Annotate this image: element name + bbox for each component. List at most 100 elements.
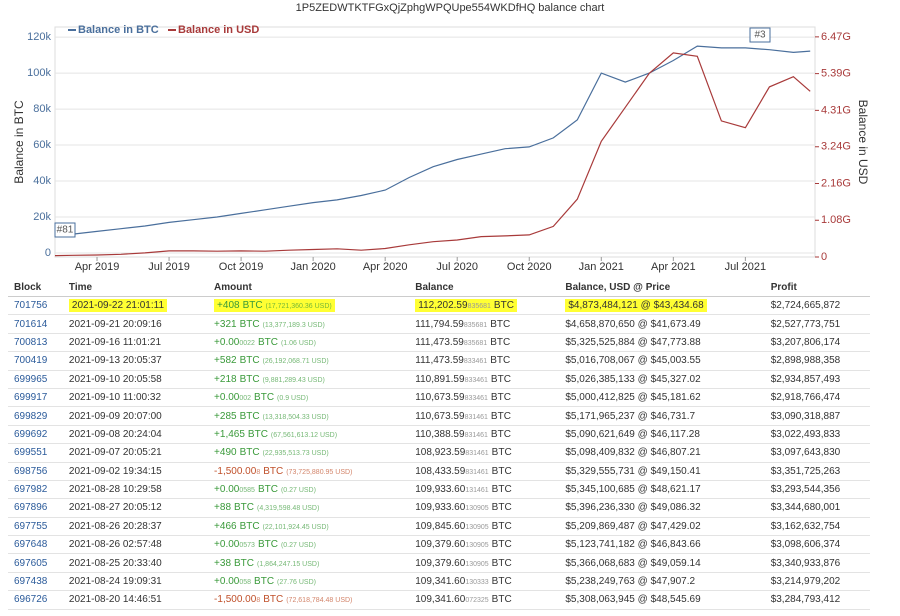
table-cell: +490 BTC (22,935,513.73 USD) [208, 443, 410, 463]
amount: +218 [214, 373, 237, 385]
table-cell: 109,933.60130905 BTC [409, 498, 560, 518]
table-cell: 699551 [8, 443, 63, 463]
table-cell: -1,500.008 BTC (72,618,784.48 USD) [208, 590, 410, 610]
y-tick-label: 100k [27, 67, 51, 79]
amount-usd: (22,935,513.73 USD) [262, 450, 329, 458]
balance-usd: $5,209,869,487 @ $47,429.02 [565, 520, 701, 532]
table-row: 697648 2021-08-26 02:57:48 +0.000573 BTC (0.… [8, 535, 870, 555]
table-cell: 701614 [8, 314, 63, 334]
balance: 108,923.59 [415, 447, 466, 459]
block-link: 701756 [14, 300, 48, 312]
block-link: 699829 [14, 410, 48, 422]
table-cell: $3,284,793,412 [764, 590, 870, 610]
x-tick-label: Apr 2021 [651, 261, 696, 273]
amount: +88 [214, 502, 232, 514]
amount-usd: (1.06 USD) [280, 339, 316, 347]
table-cell: +285 BTC (13,318,504.33 USD) [208, 406, 410, 426]
amount-unit: BTC [263, 465, 284, 477]
table-cell: $5,000,412,825 @ $45,181.62 [559, 388, 765, 408]
y-axis-label: Balance in BTC [12, 100, 26, 184]
amount: +0.00 [214, 539, 240, 551]
column-header: Profit [764, 278, 870, 297]
amount: -1,500.00 [214, 465, 257, 477]
amount: +582 [214, 355, 237, 367]
amount-usd: (73,725,880.95 USD) [286, 468, 353, 476]
profit: $2,527,773,751 [770, 318, 841, 330]
table-cell: 2021-09-09 20:07:00 [62, 406, 209, 426]
table-cell: 2021-09-10 11:00:32 [62, 388, 209, 408]
balance-usd: $5,123,741,182 @ $46,843.66 [565, 539, 701, 551]
amount-unit: BTC [257, 539, 278, 551]
block-link: 698756 [14, 465, 48, 477]
table-cell: $5,238,249,763 @ $47,907.2 [559, 572, 765, 592]
table-cell: 109,379.60130905 BTC [409, 553, 560, 573]
balance-usd: $5,329,555,731 @ $49,150.41 [565, 465, 701, 477]
profit: $3,344,680,001 [770, 502, 841, 514]
amount-unit: BTC [239, 520, 260, 532]
time: 2021-09-13 20:05:37 [68, 355, 162, 367]
table-cell: $5,308,063,945 @ $48,545.69 [559, 590, 765, 610]
balance-unit: BTC [491, 520, 512, 532]
profit: $3,340,933,876 [770, 557, 841, 569]
balance-digits: 130905 [465, 505, 489, 513]
amount: +0.00 [214, 576, 240, 588]
block-link: 699551 [14, 447, 48, 459]
table-cell: 697648 [8, 535, 63, 555]
balance-digits: 833461 [463, 358, 488, 366]
table-cell: $2,934,857,493 [764, 370, 870, 389]
profit: $3,097,643,830 [770, 447, 841, 459]
profit: $3,207,806,174 [770, 336, 841, 348]
table-cell: 108,433.59831461 BTC [409, 462, 560, 481]
table-cell: +466 BTC (22,101,924.45 USD) [208, 517, 410, 537]
highlight: 112,202.59835681 BTC [415, 299, 517, 313]
table-row: 697982 2021-08-28 10:29:58 +0.000585 BTC (0.… [8, 480, 870, 500]
amount: +321 [214, 318, 237, 330]
table-cell: 2021-08-26 02:57:48 [62, 535, 209, 555]
amount-usd: (0.9 USD) [277, 395, 309, 403]
table-row: 699692 2021-09-08 20:24:04 +1,465 BTC (67,56… [8, 425, 870, 445]
balance-usd: $4,873,484,121 @ $43,434.68 [568, 300, 704, 312]
balance: 109,933.60 [415, 502, 466, 514]
amount: +38 [214, 557, 232, 569]
table-cell: 700419 [8, 351, 63, 371]
profit: $3,090,318,887 [770, 410, 841, 422]
amount-usd: (13,318,504.33 USD) [262, 413, 329, 421]
block-link: 699917 [14, 392, 48, 404]
balance-digits: 130905 [465, 560, 489, 568]
balance-unit: BTC [490, 428, 511, 440]
balance: 110,388.59 [415, 428, 465, 440]
y2-tick-label: 5.39G [821, 68, 851, 80]
balance-digits: 833461 [464, 395, 488, 403]
profit: $2,934,857,493 [770, 373, 841, 385]
balance-digits: 130333 [465, 579, 489, 587]
block-link: 696726 [14, 594, 48, 606]
table-cell: $3,344,680,001 [764, 498, 870, 518]
table-cell: +582 BTC (26,192,068.71 USD) [208, 351, 410, 371]
table-row: 697605 2021-08-25 20:33:40 +38 BTC (1,864,24… [8, 553, 870, 573]
balance: 109,379.60 [415, 557, 466, 569]
table-cell: 109,379.60130905 BTC [409, 535, 560, 555]
table-cell: 110,673.59831461 BTC [409, 406, 560, 426]
balance-unit: BTC [490, 373, 511, 385]
balance-usd: $5,000,412,825 @ $45,181.62 [565, 392, 701, 404]
table-cell: $5,209,869,487 @ $47,429.02 [559, 517, 765, 537]
table-cell: $5,171,965,237 @ $46,731.7 [559, 406, 765, 426]
table-cell: $3,207,806,174 [764, 333, 870, 353]
profit: $3,284,793,412 [770, 594, 841, 606]
y-tick-label: 20k [33, 211, 51, 223]
balance-digits: 833461 [464, 376, 488, 384]
plot-area [54, 26, 816, 258]
table-cell: 2021-09-08 20:24:04 [62, 425, 209, 445]
amount-unit: BTC [242, 300, 263, 312]
amount: +408 [217, 300, 240, 312]
balance-unit: BTC [491, 484, 512, 496]
balance-unit: BTC [490, 355, 511, 367]
x-tick-label: Oct 2019 [219, 261, 264, 273]
balance-unit: BTC [493, 300, 514, 312]
table-cell: $5,016,708,067 @ $45,003.55 [559, 351, 765, 371]
profit: $3,098,606,374 [770, 539, 841, 551]
amount-unit: BTC [263, 594, 284, 606]
balance-usd: $5,026,385,133 @ $45,327.02 [565, 373, 701, 385]
x-tick-label: Apr 2020 [363, 261, 408, 273]
table-cell: +0.00058 BTC (27.76 USD) [208, 572, 410, 592]
